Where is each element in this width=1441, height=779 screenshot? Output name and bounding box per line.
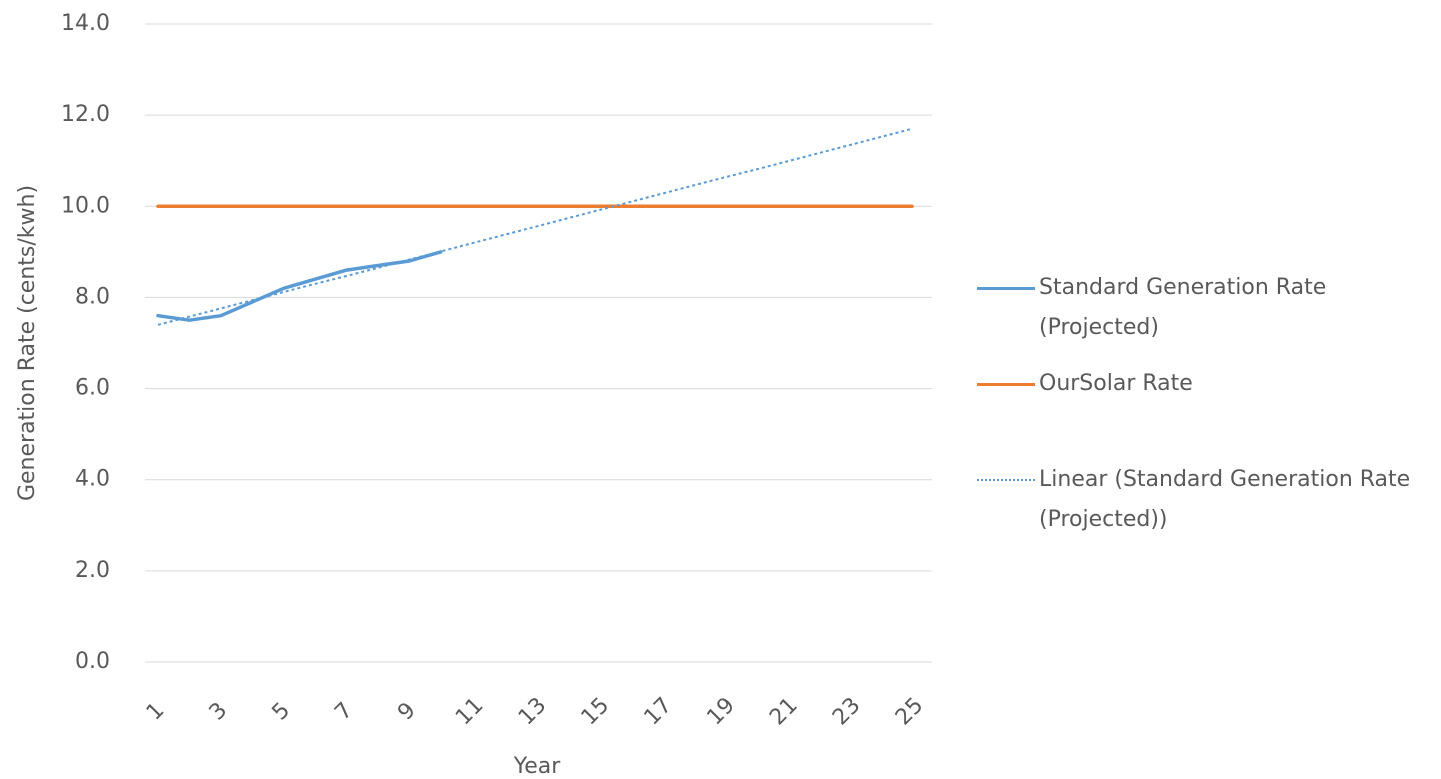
series-line xyxy=(156,250,443,322)
x-tick-label: 11 xyxy=(451,693,488,730)
legend: Standard Generation Rate (Projected) OurS… xyxy=(975,0,1441,779)
y-tick-label: 14.0 xyxy=(61,11,110,36)
y-tick-label: 6.0 xyxy=(75,376,110,401)
legend-swatch xyxy=(975,364,1039,404)
legend-swatch xyxy=(975,460,1039,500)
legend-swatch xyxy=(975,268,1039,308)
y-tick-label: 8.0 xyxy=(75,284,110,309)
x-tick-label: 3 xyxy=(205,698,233,726)
x-tick-label: 23 xyxy=(828,693,865,730)
legend-label: OurSolar Rate xyxy=(1039,371,1193,396)
y-tick-label: 12.0 xyxy=(61,102,110,127)
series-line xyxy=(157,127,913,326)
y-tick-label: 4.0 xyxy=(75,467,110,492)
x-tick-label: 7 xyxy=(330,698,358,726)
x-tick-label: 5 xyxy=(268,698,296,726)
y-axis-title: Generation Rate (cents/kwh) xyxy=(15,185,40,501)
legend-entry: Standard Generation Rate (Projected) xyxy=(975,268,1424,348)
y-tick-label: 0.0 xyxy=(75,649,110,674)
legend-entry: Linear (Standard Generation Rate (Projec… xyxy=(975,460,1424,540)
x-tick-label: 9 xyxy=(393,698,421,726)
x-tick-label: 1 xyxy=(142,698,170,726)
legend-label: Standard Generation Rate (Projected) xyxy=(1039,275,1327,340)
legend-entry: OurSolar Rate xyxy=(975,364,1424,404)
x-tick-label: 13 xyxy=(514,693,551,730)
x-axis-title: Year xyxy=(513,754,562,779)
x-tick-label: 17 xyxy=(640,693,677,730)
x-tick-label: 25 xyxy=(891,693,928,730)
x-tick-label: 21 xyxy=(765,693,802,730)
legend-label: Linear (Standard Generation Rate (Projec… xyxy=(1039,467,1411,532)
y-tick-label: 10.0 xyxy=(61,193,110,218)
y-tick-label: 2.0 xyxy=(75,558,110,583)
x-tick-label: 15 xyxy=(577,693,614,730)
x-tick-label: 19 xyxy=(702,693,739,730)
